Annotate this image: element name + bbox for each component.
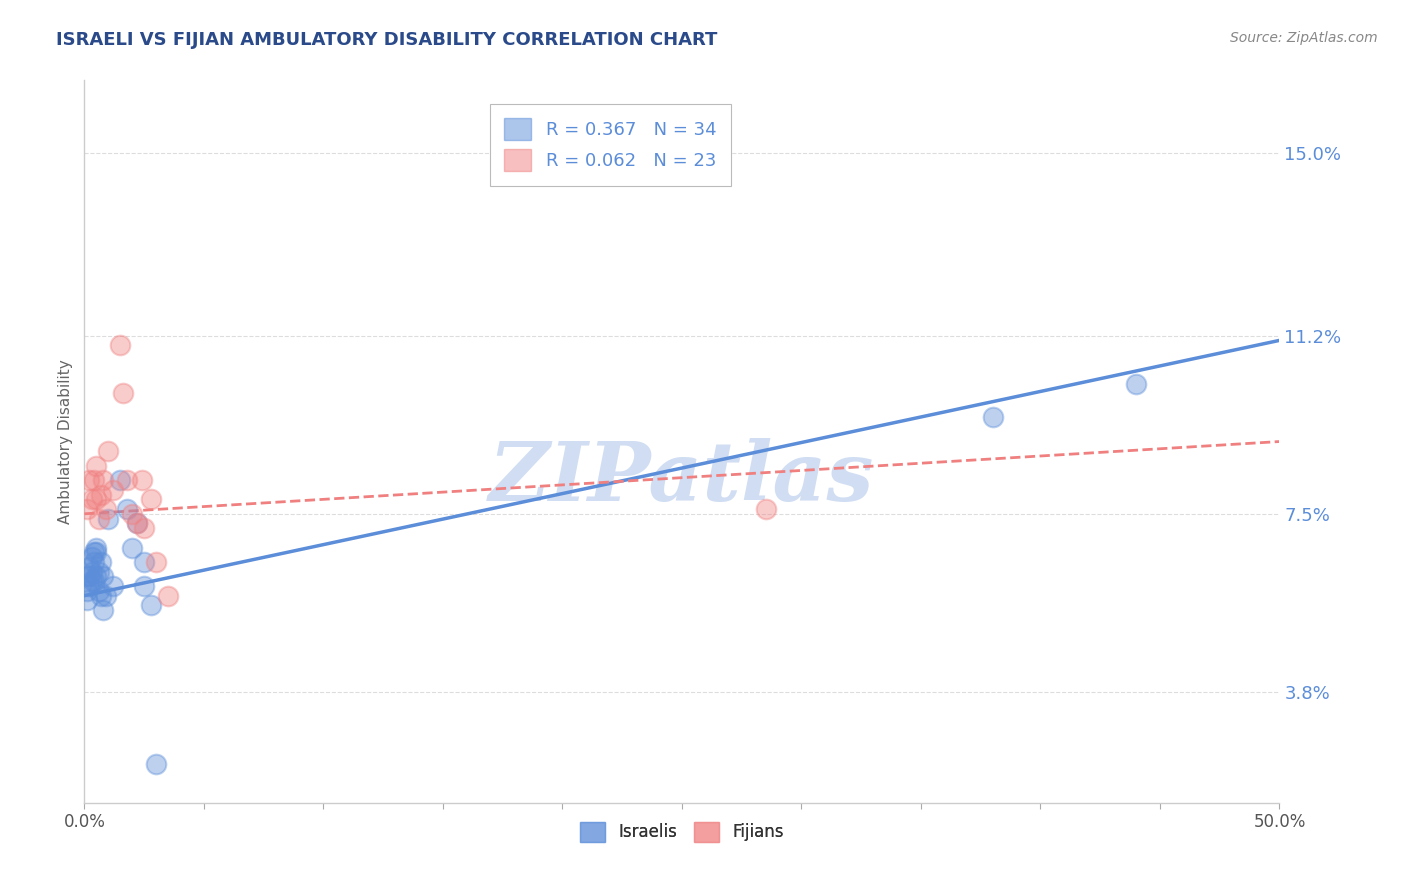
Point xyxy=(125,516,148,531)
Point xyxy=(145,757,167,772)
Point xyxy=(90,589,112,603)
Point xyxy=(125,516,148,531)
Point xyxy=(132,555,156,569)
Point xyxy=(77,579,100,593)
Point xyxy=(121,541,143,555)
Point xyxy=(87,565,110,579)
Point xyxy=(755,502,778,516)
Point xyxy=(86,545,108,559)
Point xyxy=(80,565,103,579)
Point xyxy=(83,574,105,589)
Legend: Israelis, Fijians: Israelis, Fijians xyxy=(574,815,790,848)
Point xyxy=(86,458,108,473)
Point xyxy=(76,583,98,598)
Point xyxy=(110,338,132,352)
Point xyxy=(111,386,134,401)
Point xyxy=(76,593,98,607)
Point xyxy=(132,579,156,593)
Text: ZIPatlas: ZIPatlas xyxy=(489,438,875,517)
Point xyxy=(86,492,108,507)
Point xyxy=(101,579,124,593)
Point xyxy=(141,492,163,507)
Point xyxy=(86,569,108,583)
Point xyxy=(121,507,143,521)
Point xyxy=(132,521,156,535)
Point xyxy=(80,574,103,589)
Point xyxy=(76,569,98,583)
Point xyxy=(1125,376,1147,391)
Point xyxy=(83,473,105,487)
Point xyxy=(80,550,103,565)
Point xyxy=(76,502,98,516)
Point xyxy=(117,473,139,487)
Point xyxy=(97,511,120,525)
Point xyxy=(145,555,167,569)
Point xyxy=(93,473,115,487)
Point xyxy=(87,583,110,598)
Point xyxy=(86,541,108,555)
Point xyxy=(93,569,115,583)
Text: Source: ZipAtlas.com: Source: ZipAtlas.com xyxy=(1230,31,1378,45)
Text: ISRAELI VS FIJIAN AMBULATORY DISABILITY CORRELATION CHART: ISRAELI VS FIJIAN AMBULATORY DISABILITY … xyxy=(56,31,717,49)
Point xyxy=(101,483,124,497)
Point xyxy=(110,473,132,487)
Point xyxy=(77,473,100,487)
Point xyxy=(117,502,139,516)
Point xyxy=(90,487,112,501)
Point xyxy=(83,545,105,559)
Point xyxy=(77,569,100,583)
Point xyxy=(94,589,117,603)
Point xyxy=(97,444,120,458)
Point xyxy=(981,410,1004,425)
Point xyxy=(87,511,110,525)
Point xyxy=(94,502,117,516)
Point xyxy=(80,492,103,507)
Point xyxy=(157,589,180,603)
Point xyxy=(93,603,115,617)
Point xyxy=(90,555,112,569)
Point xyxy=(77,559,100,574)
Point xyxy=(131,473,153,487)
Y-axis label: Ambulatory Disability: Ambulatory Disability xyxy=(58,359,73,524)
Point xyxy=(141,599,163,613)
Point xyxy=(83,555,105,569)
